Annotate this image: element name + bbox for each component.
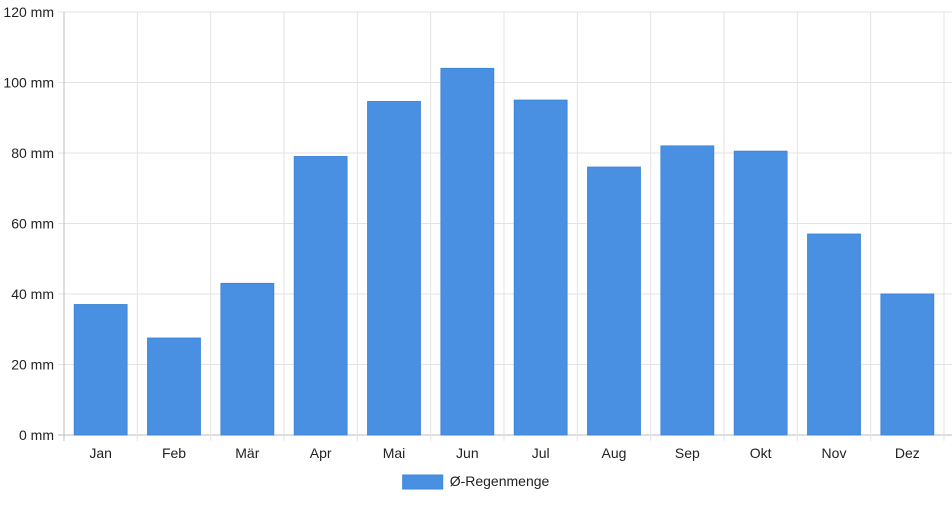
x-tick-label: Dez xyxy=(895,445,920,461)
y-tick-label: 0 mm xyxy=(19,427,54,443)
bar-okt[interactable] xyxy=(733,150,788,436)
bar-feb[interactable] xyxy=(147,337,201,436)
x-tick-label: Apr xyxy=(310,445,332,461)
x-tick-label: Jun xyxy=(456,445,479,461)
bar-aug[interactable] xyxy=(587,166,641,436)
bar-jun[interactable] xyxy=(440,67,495,436)
x-tick-label: Okt xyxy=(750,445,772,461)
x-tick-label: Nov xyxy=(822,445,847,461)
x-tick-label: Mai xyxy=(383,445,406,461)
axis-layer: 0 mm 20 mm 40 mm 60 mm 80 mm 100 mm 120 mm Jan F… xyxy=(3,4,919,461)
bar-sep[interactable] xyxy=(660,145,715,436)
grid-layer xyxy=(58,11,952,441)
y-tick-label: 100 mm xyxy=(3,75,54,91)
y-tick-label: 20 mm xyxy=(11,357,54,373)
bar-jan[interactable] xyxy=(73,304,128,436)
bar-jul[interactable] xyxy=(513,99,568,436)
bar-nov[interactable] xyxy=(807,233,861,436)
x-tick-label: Sep xyxy=(675,445,700,461)
x-tick-label: Jul xyxy=(532,445,550,461)
y-tick-label: 60 mm xyxy=(11,216,54,232)
bar-mär[interactable] xyxy=(220,282,275,436)
bar-mai[interactable] xyxy=(367,101,421,436)
x-tick-label: Mär xyxy=(235,445,259,461)
bar-apr[interactable] xyxy=(293,156,348,436)
x-tick-label: Aug xyxy=(602,445,627,461)
bar-layer xyxy=(73,67,935,436)
y-tick-label: 40 mm xyxy=(11,286,54,302)
x-tick-label: Jan xyxy=(89,445,112,461)
legend-label: Ø-Regenmenge xyxy=(450,473,550,489)
legend[interactable]: Ø-Regenmenge xyxy=(402,473,550,490)
y-tick-label: 120 mm xyxy=(3,4,54,20)
y-tick-label: 80 mm xyxy=(11,145,54,161)
bar-dez[interactable] xyxy=(880,293,935,436)
x-tick-label: Feb xyxy=(162,445,186,461)
legend-swatch[interactable] xyxy=(402,474,444,490)
